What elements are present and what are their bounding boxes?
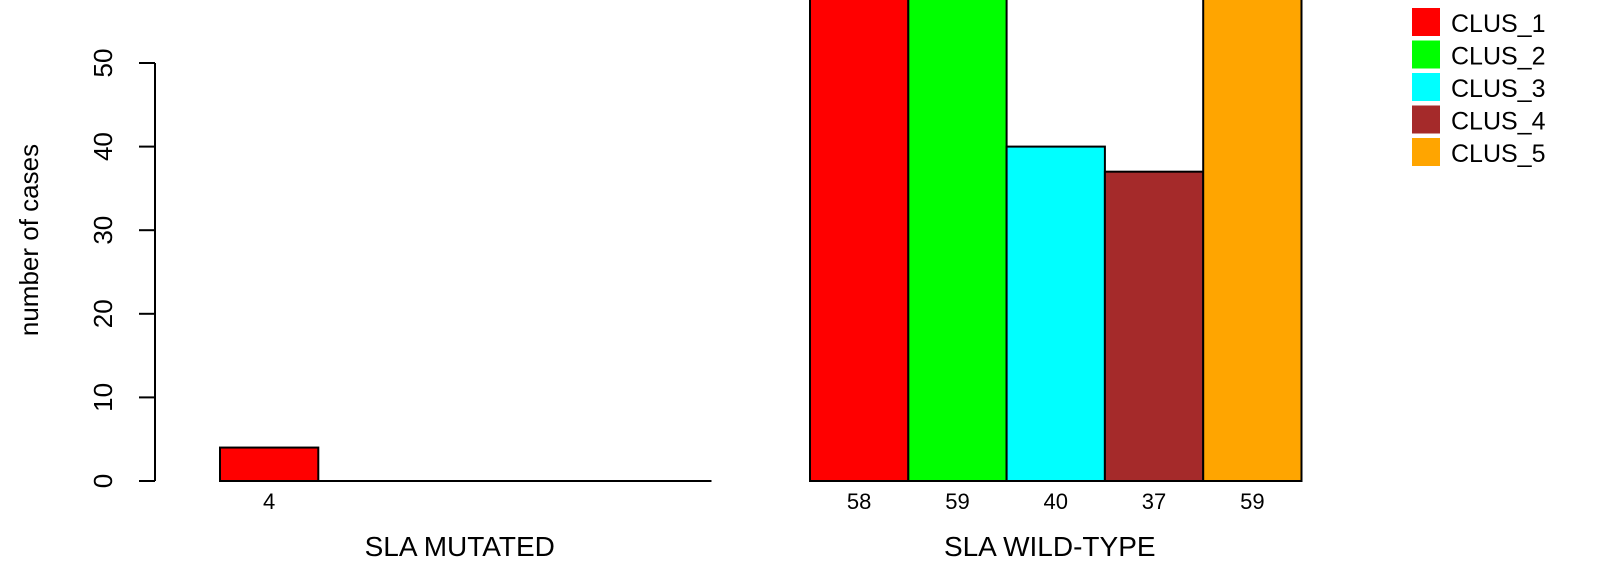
- bar-value-label: 37: [1142, 489, 1166, 514]
- legend-label: CLUS_4: [1451, 108, 1546, 136]
- legend-label: CLUS_5: [1451, 140, 1546, 168]
- legend-swatch: [1412, 138, 1440, 166]
- y-tick-label: 30: [88, 216, 118, 245]
- bar-value-label: 4: [263, 489, 275, 514]
- legend-label: CLUS_3: [1451, 75, 1546, 103]
- legend: CLUS_1 CLUS_2 CLUS_3 CLUS_4 CLUS_5: [1412, 8, 1546, 168]
- group-label: SLA WILD-TYPE: [944, 531, 1156, 562]
- bar-clus-1: [809, 0, 910, 482]
- legend-item: CLUS_5: [1412, 138, 1546, 168]
- bar-clus-2: [907, 0, 1008, 482]
- y-tick-label: 0: [88, 474, 118, 488]
- y-tick-label: 50: [88, 49, 118, 78]
- legend-item: CLUS_4: [1412, 105, 1546, 136]
- bar-clus-3: [1005, 145, 1106, 482]
- y-axis-label: number of cases: [14, 144, 44, 336]
- y-tick-label: 20: [88, 299, 118, 328]
- legend-item: CLUS_3: [1412, 73, 1546, 103]
- group-label: SLA MUTATED: [365, 531, 555, 562]
- legend-swatch: [1412, 105, 1440, 134]
- bars: [219, 0, 1303, 482]
- y-axis: 0 10 20 30 40 50: [88, 49, 156, 488]
- bar-value-label: 58: [847, 489, 871, 514]
- group-labels: SLA MUTATED SLA WILD-TYPE: [365, 531, 1156, 562]
- legend-label: CLUS_2: [1451, 43, 1546, 71]
- value-labels: 4 58 59 40 37 59: [263, 489, 1265, 514]
- bar-value-label: 59: [945, 489, 969, 514]
- bar-clus-5: [1202, 0, 1303, 482]
- legend-swatch: [1412, 40, 1440, 69]
- y-tick-label: 10: [88, 383, 118, 412]
- legend-item: CLUS_2: [1412, 40, 1546, 71]
- legend-item: CLUS_1: [1412, 8, 1546, 38]
- legend-swatch: [1412, 8, 1440, 36]
- y-tick-label: 40: [88, 132, 118, 161]
- bar-clus-1: [219, 446, 320, 482]
- bar-value-label: 59: [1240, 489, 1264, 514]
- bar-clus-4: [1103, 170, 1205, 482]
- legend-swatch: [1412, 73, 1440, 101]
- legend-label: CLUS_1: [1451, 10, 1546, 38]
- bar-value-label: 40: [1044, 489, 1068, 514]
